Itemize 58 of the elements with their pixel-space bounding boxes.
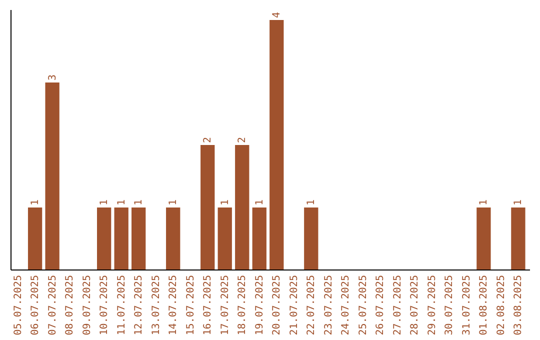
x-tick-label: 31.07.2025: [461, 275, 472, 336]
bar: [166, 208, 180, 270]
data-label: 1: [306, 199, 318, 206]
x-tick-label: 27.07.2025: [392, 275, 404, 336]
bar: [304, 208, 318, 270]
bar: [28, 208, 42, 270]
bar: [235, 145, 250, 270]
data-label: 1: [30, 199, 42, 206]
x-tick-label: 01.08.2025: [478, 275, 490, 336]
bar: [45, 82, 60, 270]
x-tick-label: 25.07.2025: [358, 275, 369, 336]
x-tick-label: 09.07.2025: [82, 275, 93, 336]
bar: [114, 208, 128, 270]
x-tick-label: 26.07.2025: [375, 275, 386, 336]
data-label: 1: [220, 199, 231, 206]
x-tick-label: 05.07.2025: [12, 275, 24, 336]
x-tick-label: 13.07.2025: [150, 275, 162, 336]
x-tick-label: 15.07.2025: [185, 275, 196, 336]
x-tick-label: 21.07.2025: [288, 275, 300, 336]
x-tick-label: 23.07.2025: [323, 275, 334, 336]
x-tick-label: 29.07.2025: [426, 275, 438, 336]
data-label: 1: [168, 199, 180, 206]
bar: [132, 208, 146, 270]
x-tick-label: 30.07.2025: [444, 275, 456, 336]
data-label: 1: [478, 199, 490, 206]
data-label: 1: [513, 199, 524, 206]
x-tick-label: 20.07.2025: [272, 275, 283, 336]
data-label: 2: [237, 136, 248, 143]
data-label: 2: [202, 136, 214, 143]
bar: [200, 145, 215, 270]
data-label: 1: [254, 199, 266, 206]
x-tick-label: 11.07.2025: [116, 275, 128, 336]
data-label: 1: [116, 199, 128, 206]
x-tick-label: 02.08.2025: [496, 275, 507, 336]
bar: [252, 208, 266, 270]
x-tick-label: 03.08.2025: [513, 275, 524, 336]
x-tick-label: 12.07.2025: [134, 275, 145, 336]
data-label: 1: [134, 199, 145, 206]
x-tick-label: 28.07.2025: [410, 275, 421, 336]
x-tick-label: 14.07.2025: [168, 275, 180, 336]
data-label: 3: [47, 74, 58, 80]
bar: [218, 208, 232, 270]
x-tick-label: 08.07.2025: [64, 275, 76, 336]
bar: [476, 208, 491, 270]
bar: [97, 208, 112, 270]
x-tick-label: 18.07.2025: [237, 275, 248, 336]
x-tick-label: 22.07.2025: [306, 275, 318, 336]
x-tick-label: 16.07.2025: [202, 275, 214, 336]
x-tick-label: 24.07.2025: [340, 275, 352, 336]
bar: [511, 208, 526, 270]
x-tick-label: 19.07.2025: [254, 275, 266, 336]
data-label: 1: [99, 199, 110, 206]
data-label: 4: [272, 12, 283, 18]
x-tick-label: 06.07.2025: [30, 275, 42, 336]
x-tick-label: 17.07.2025: [220, 275, 231, 336]
bar: [270, 20, 284, 270]
x-tick-label: 07.07.2025: [47, 275, 58, 336]
x-tick-label: 10.07.2025: [99, 275, 110, 336]
